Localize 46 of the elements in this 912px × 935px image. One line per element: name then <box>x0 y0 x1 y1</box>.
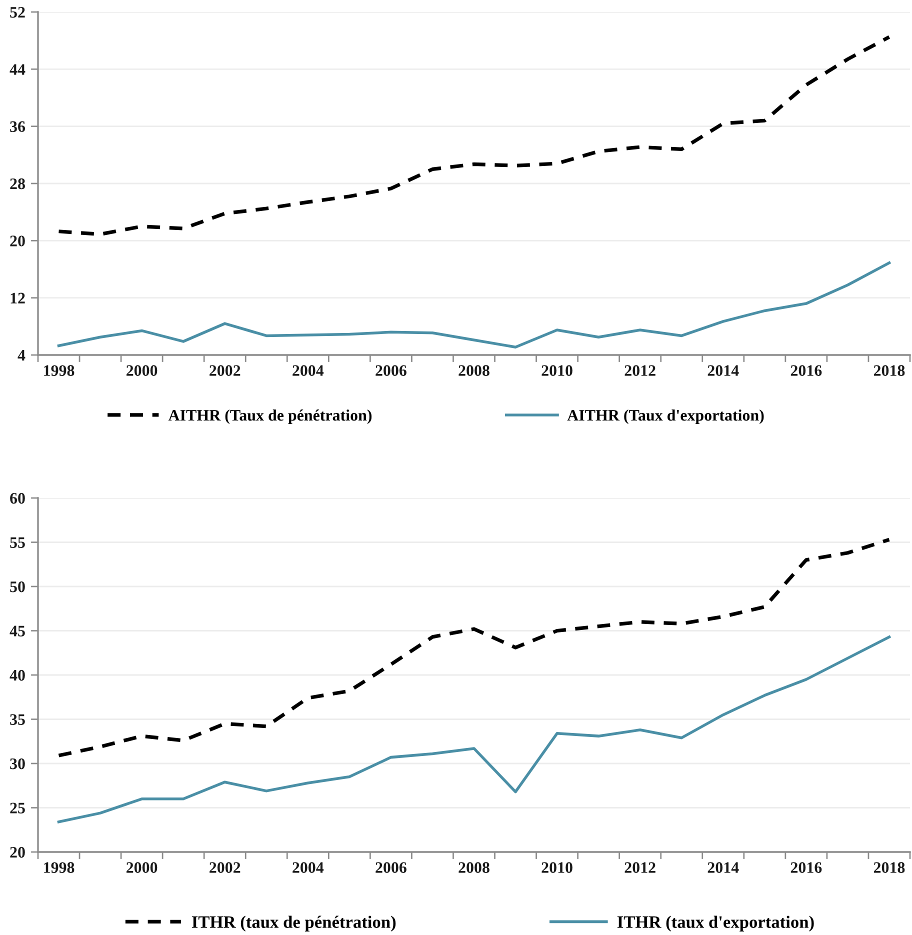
x-tick-label: 2002 <box>210 365 240 376</box>
x-tick-label: 1998 <box>44 862 74 873</box>
x-tick-label: 2018 <box>874 862 905 873</box>
y-tick-label: 25 <box>10 802 25 814</box>
y-tick-label: 28 <box>10 178 25 190</box>
y-tick-label: 60 <box>10 492 25 504</box>
legend-label: ITHR (taux d'exportation) <box>617 916 814 932</box>
x-tick-label: 2002 <box>210 862 240 873</box>
x-tick-label: 2010 <box>542 365 572 376</box>
y-tick-label: 40 <box>10 670 25 681</box>
y-tick-label: 36 <box>10 121 26 132</box>
x-tick-label: 2008 <box>458 862 490 873</box>
y-tick-label: 50 <box>10 581 25 592</box>
x-tick-label: 2004 <box>292 365 324 376</box>
y-tick-label: 20 <box>10 236 25 246</box>
x-tick-label: 2016 <box>790 862 822 873</box>
x-tick-label: 2014 <box>708 862 739 873</box>
x-tick-label: 2018 <box>874 365 905 376</box>
x-tick-label: 2014 <box>708 365 739 376</box>
line-series <box>56 538 892 758</box>
legend-label: AITHR (Taux de pénétration) <box>168 409 372 424</box>
x-tick-label: 2000 <box>126 862 158 873</box>
x-tick-label: 1998 <box>44 365 74 376</box>
x-tick-label: 2012 <box>624 862 656 873</box>
legend-label: ITHR (taux de pénétration) <box>192 916 396 932</box>
y-tick-label: 55 <box>10 537 25 548</box>
line-series <box>56 35 892 236</box>
y-tick-label: 35 <box>10 714 25 725</box>
x-tick-label: 2000 <box>126 365 158 376</box>
line-series <box>57 636 891 824</box>
legend-label: AITHR (Taux d'exportation) <box>567 409 764 424</box>
x-tick-label: 2012 <box>624 365 656 376</box>
x-tick-label: 2006 <box>376 365 406 376</box>
y-tick-label: 12 <box>10 292 25 304</box>
x-tick-label: 2004 <box>292 862 324 873</box>
x-tick-label: 2008 <box>458 365 490 376</box>
y-tick-label: 20 <box>10 846 25 858</box>
y-tick-label: 30 <box>10 758 25 770</box>
x-tick-label: 2010 <box>542 862 572 873</box>
x-tick-label: 2006 <box>376 862 406 873</box>
y-tick-label: 4 <box>18 350 26 361</box>
y-tick-label: 52 <box>10 6 25 18</box>
line-series <box>57 261 891 349</box>
y-tick-label: 45 <box>10 626 25 636</box>
y-tick-label: 44 <box>10 64 26 75</box>
x-tick-label: 2016 <box>790 365 822 376</box>
